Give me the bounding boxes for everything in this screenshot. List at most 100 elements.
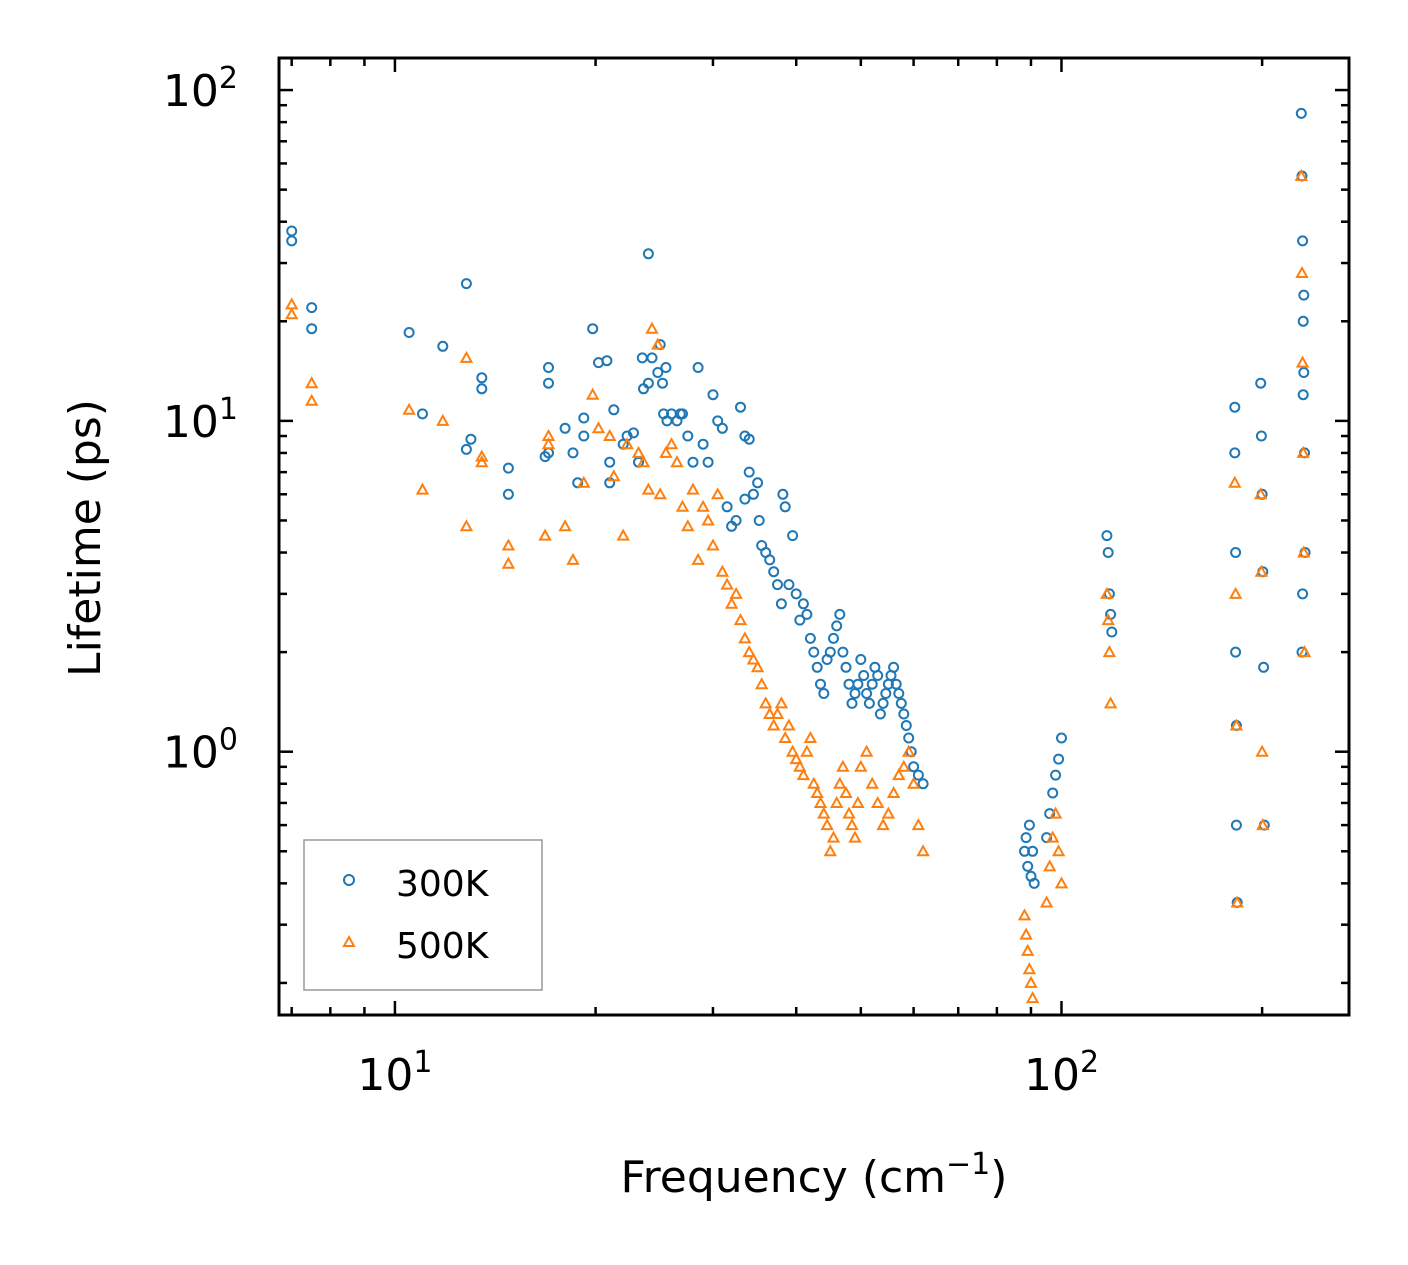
data-point-300k	[747, 488, 759, 500]
data-point-300k	[1023, 819, 1035, 831]
data-point-500k	[415, 482, 430, 495]
data-point-500k	[691, 552, 705, 565]
data-point-300k	[460, 278, 472, 290]
data-point-500k	[475, 455, 489, 468]
data-point-300k	[895, 697, 907, 709]
data-point-300k	[465, 433, 477, 445]
data-point-500k	[1255, 744, 1269, 757]
data-point-300k	[783, 579, 795, 591]
data-point-500k	[1295, 355, 1310, 368]
data-point-300k	[855, 654, 867, 665]
data-point-500k	[750, 660, 765, 673]
data-point-300k	[764, 554, 776, 566]
data-point-300k	[831, 620, 843, 632]
data-point-500k	[706, 538, 720, 551]
data-point-500k	[767, 718, 781, 731]
data-point-300k	[753, 515, 765, 526]
data-point-300k	[628, 427, 639, 439]
data-point-500k	[1254, 564, 1269, 577]
y-tick-label-exponent: 2	[219, 61, 238, 96]
data-point-300k	[908, 761, 920, 773]
legend-marker-300k	[343, 874, 355, 886]
data-point-300k	[858, 670, 870, 681]
data-point-500k	[1295, 265, 1309, 278]
data-point-500k	[848, 830, 862, 843]
data-point-500k	[733, 613, 748, 626]
data-point-500k	[696, 499, 710, 512]
data-point-500k	[911, 818, 926, 831]
x-tick-label-base: 10	[357, 1050, 413, 1101]
data-point-300k	[578, 412, 590, 424]
data-point-500k	[402, 402, 416, 415]
data-point-500k	[501, 538, 516, 551]
data-point-300k	[1230, 547, 1242, 558]
data-point-500k	[459, 350, 474, 363]
data-point-500k	[916, 844, 930, 857]
data-point-500k	[1054, 876, 1069, 889]
data-point-300k	[768, 566, 780, 578]
data-point-500k	[813, 795, 828, 808]
data-point-500k	[1228, 475, 1242, 488]
data-point-300k	[502, 462, 514, 474]
data-point-300k	[1020, 832, 1032, 844]
data-point-300k	[1297, 588, 1309, 600]
data-point-300k	[900, 720, 912, 731]
data-point-500k	[1101, 613, 1115, 626]
data-point-300k	[587, 323, 599, 335]
data-point-500k	[810, 785, 824, 798]
data-point-300k	[578, 430, 590, 442]
data-point-300k	[1230, 819, 1242, 831]
y-tick-label-base: 10	[163, 66, 219, 117]
data-point-500k	[1021, 943, 1035, 956]
data-point-300k	[863, 697, 875, 709]
data-point-300k	[1053, 753, 1065, 765]
data-point-500k	[1043, 859, 1057, 872]
data-point-300k	[604, 456, 616, 468]
data-point-500k	[1017, 908, 1032, 921]
data-point-300k	[779, 501, 791, 513]
data-point-300k	[707, 389, 719, 401]
data-point-500k	[1022, 962, 1037, 975]
data-point-300k	[1102, 547, 1114, 558]
x-tick-label-base: 10	[1024, 1050, 1080, 1101]
data-point-300k	[861, 688, 873, 699]
data-point-300k	[872, 670, 884, 681]
data-point-500k	[651, 337, 665, 350]
data-point-500k	[1296, 445, 1310, 458]
data-point-300k	[286, 235, 298, 247]
x-axis-title: Frequency (cm−1)	[621, 1147, 1008, 1203]
data-point-500k	[902, 744, 916, 757]
data-point-300k	[1298, 367, 1310, 378]
data-point-500k	[1051, 844, 1066, 857]
data-point-500k	[715, 564, 730, 577]
data-point-500k	[892, 768, 906, 781]
data-point-500k	[886, 785, 901, 798]
data-point-300k	[657, 377, 668, 389]
data-point-500k	[591, 421, 606, 434]
data-point-500k	[1230, 895, 1244, 908]
data-point-500k	[541, 437, 556, 450]
data-point-300k	[1047, 787, 1059, 799]
data-point-300k	[1056, 732, 1067, 744]
data-point-500k	[839, 785, 853, 798]
y-tick-label: 101	[163, 392, 238, 448]
data-point-300k	[1028, 877, 1040, 889]
data-point-300k	[1298, 289, 1310, 301]
data-point-500k	[664, 437, 679, 450]
data-point-500k	[1254, 487, 1268, 500]
data-point-500k	[558, 519, 572, 532]
legend: 300K 500K	[303, 839, 543, 991]
data-point-500k	[782, 718, 796, 731]
data-point-500k	[538, 528, 552, 541]
data-point-300k	[702, 456, 714, 468]
data-point-500k	[746, 652, 761, 665]
data-point-500k	[830, 795, 844, 808]
data-point-500k	[1025, 991, 1040, 1004]
data-point-500k	[854, 759, 868, 772]
data-point-500k	[1294, 168, 1308, 181]
legend-box	[303, 839, 543, 991]
data-point-300k	[1050, 769, 1062, 781]
data-point-500k	[833, 776, 847, 789]
x-tick-label-exponent: 2	[1080, 1045, 1099, 1080]
